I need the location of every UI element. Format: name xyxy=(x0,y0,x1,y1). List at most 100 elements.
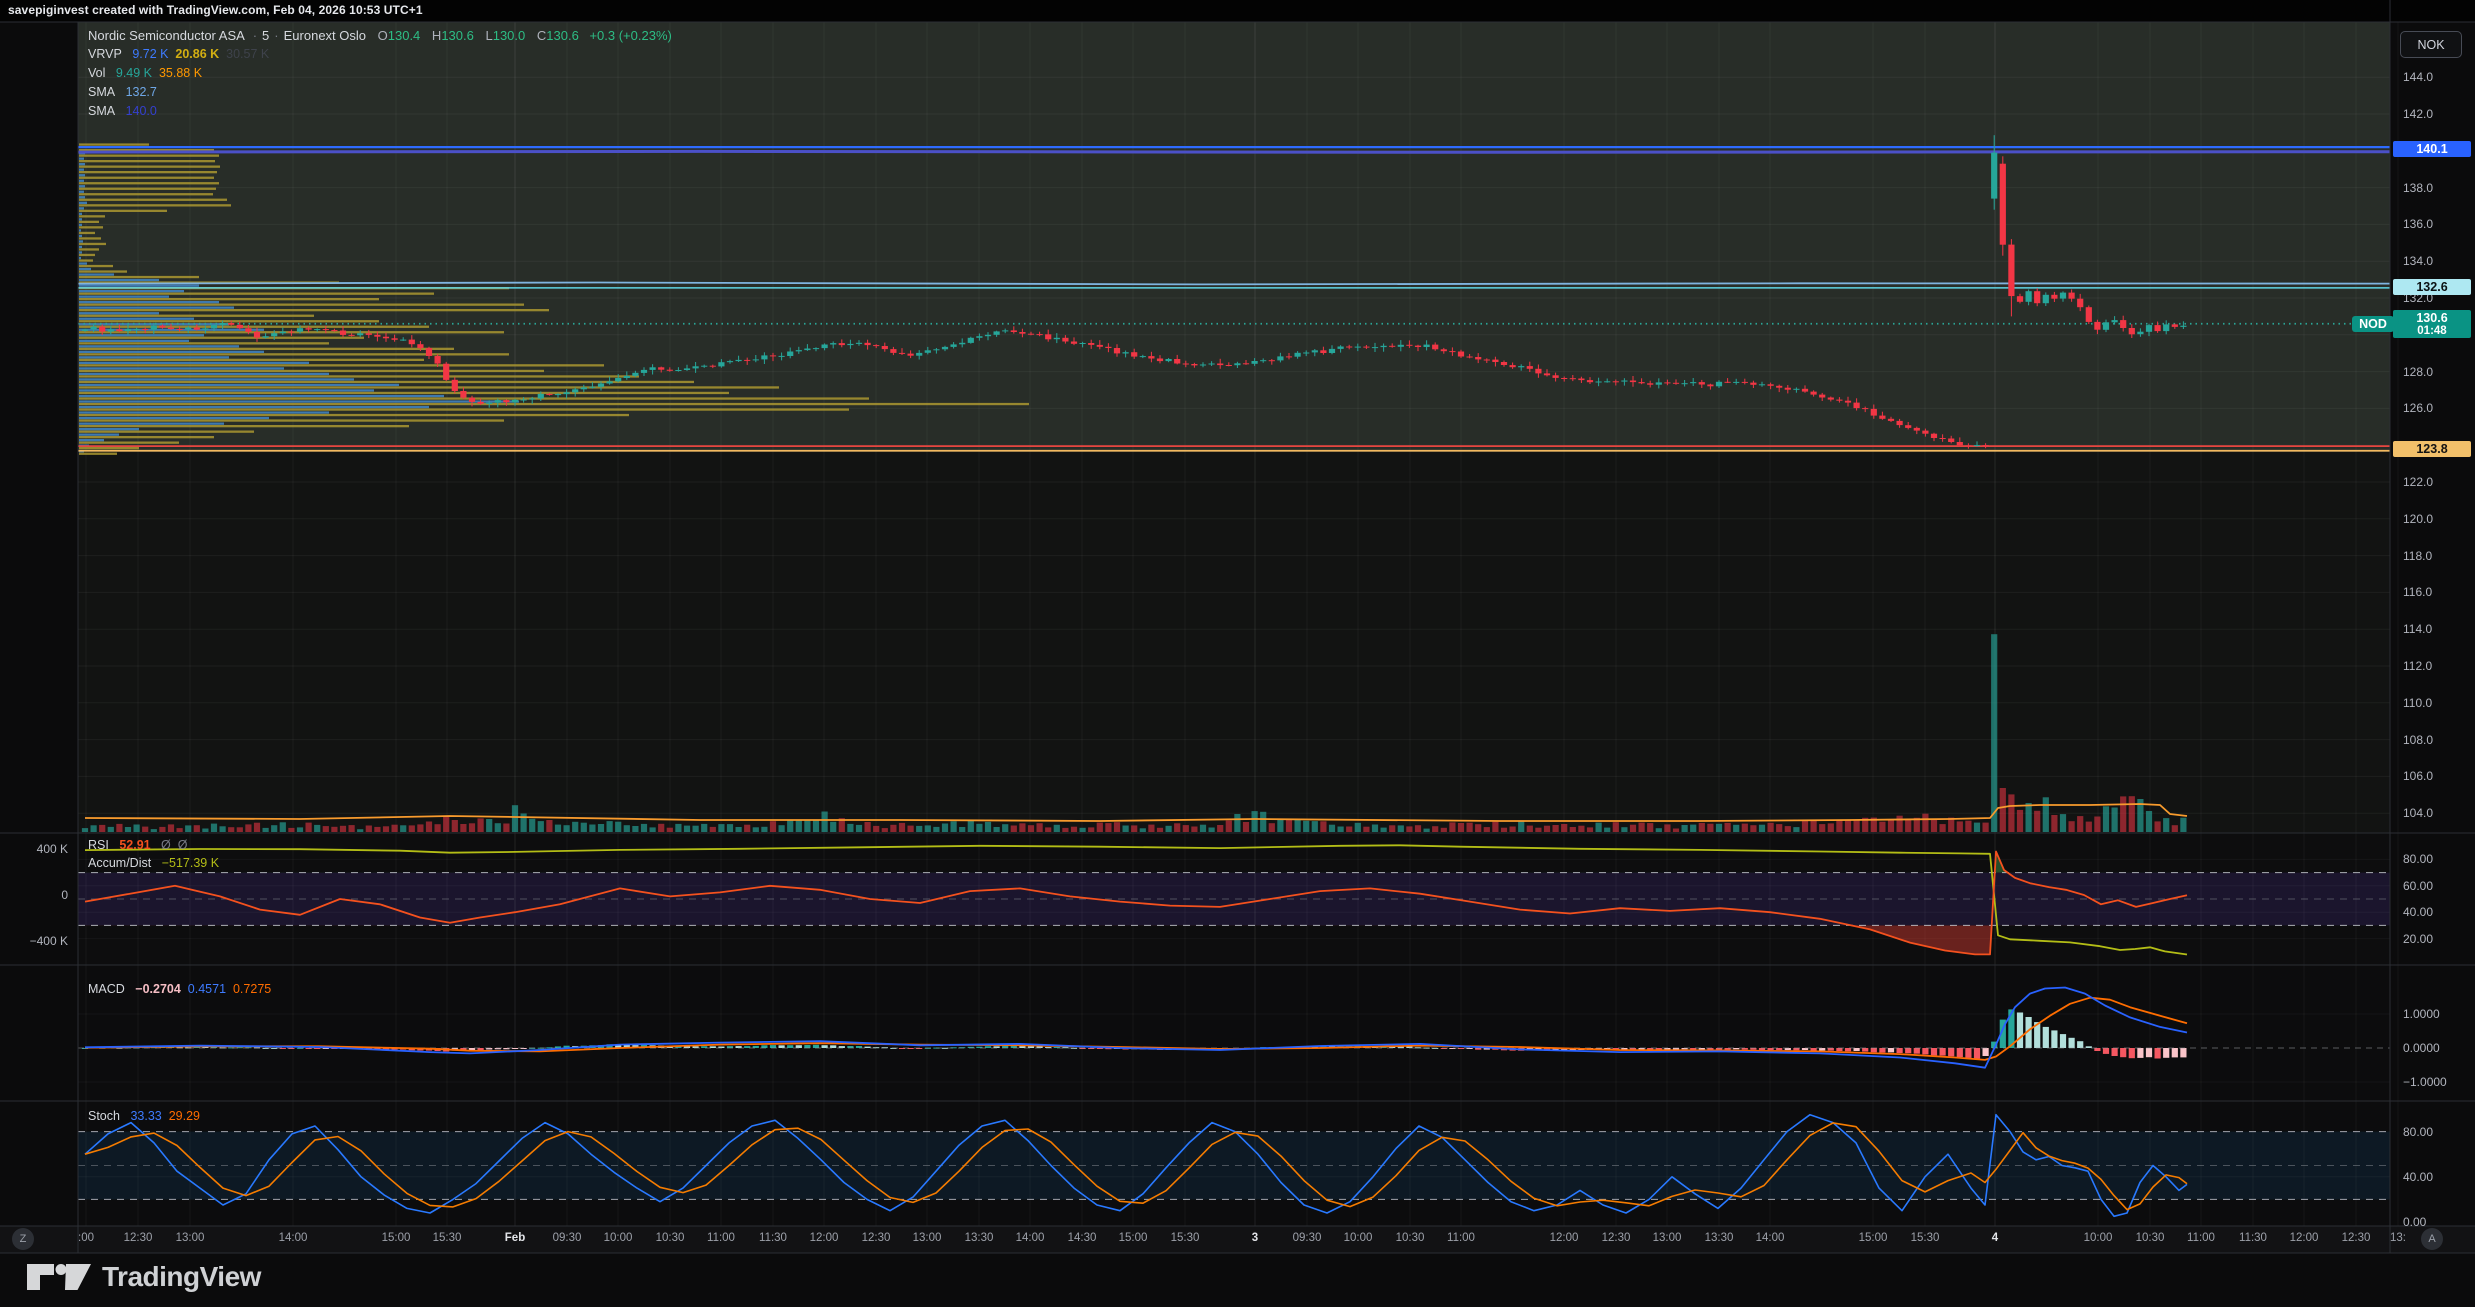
legend-macd[interactable]: MACD −0.2704 0.4571 0.7275 xyxy=(88,982,272,996)
legend-block: Nordic Semiconductor ASA · 5 · Euronext Osl… xyxy=(88,26,672,121)
price-tick: 114.0 xyxy=(2403,622,2433,637)
price-tick: 104.0 xyxy=(2403,806,2434,821)
price-tick: 142.0 xyxy=(2403,107,2434,121)
time-label: 11:00 xyxy=(2187,1232,2215,1244)
time-label: 14:00 xyxy=(1015,1232,1045,1244)
time-label: 14:00 xyxy=(1755,1232,1785,1244)
time-label: 10:00 xyxy=(1343,1232,1373,1244)
price-tick: 118.0 xyxy=(2403,548,2433,563)
time-axis[interactable]: :00 12:30 13:00 14:00 15:00 15:30 Feb 09:30 10:0… xyxy=(0,1226,2475,1253)
timezone-button[interactable]: Z xyxy=(12,1228,34,1250)
time-label: 15:30 xyxy=(432,1232,462,1244)
time-label: 14:30 xyxy=(1067,1232,1097,1244)
time-label: 10:30 xyxy=(2135,1232,2165,1244)
ohlc-change: +0.3 (+0.23%) xyxy=(589,28,672,43)
tradingview-logo-icon xyxy=(27,1264,91,1290)
legend-volume[interactable]: Vol 9.49 K 35.88 K xyxy=(88,66,203,80)
ohlc-low: 130.0 xyxy=(492,28,526,43)
price-tick: 110.0 xyxy=(2403,695,2433,710)
legend-accum-dist[interactable]: Accum/Dist −517.39 K xyxy=(88,856,220,870)
time-label: 15:30 xyxy=(1170,1232,1200,1244)
price-tick: 126.0 xyxy=(2403,401,2434,416)
rsi-tick: 60.00 xyxy=(2403,878,2434,893)
last-price-badge: 130.6 01:48 xyxy=(2393,309,2471,338)
time-label: 11:30 xyxy=(759,1232,787,1244)
symbol-interval: 5 xyxy=(262,28,270,43)
time-label: 12:30 xyxy=(123,1232,153,1244)
ohlc-close: 130.6 xyxy=(546,28,579,43)
time-label: 15:00 xyxy=(1118,1232,1148,1244)
symbol-price-tag: NOD xyxy=(2352,315,2394,332)
time-label-day: 4 xyxy=(1991,1232,1999,1244)
time-label: 13:30 xyxy=(964,1232,994,1244)
time-label: 13: xyxy=(2390,1232,2406,1244)
macd-tick: 1.0000 xyxy=(2403,1007,2440,1021)
time-label: 09:30 xyxy=(552,1232,582,1244)
price-tick: 120.0 xyxy=(2403,511,2434,526)
time-label: :00 xyxy=(78,1232,94,1244)
time-label: 11:00 xyxy=(707,1232,735,1244)
stoch-tick: 0.00 xyxy=(2403,1215,2427,1229)
accum-dist-tick: 0 xyxy=(61,888,68,902)
time-label: 10:30 xyxy=(655,1232,685,1244)
price-tick: 138.0 xyxy=(2403,180,2434,195)
tradingview-logo[interactable]: TradingView xyxy=(26,1260,261,1294)
legend-stoch[interactable]: Stoch 33.33 29.29 xyxy=(88,1109,200,1123)
accum-dist-tick: −400 K xyxy=(29,934,68,948)
time-label: 13:00 xyxy=(175,1232,205,1244)
legend-rsi[interactable]: RSI 52.91 Ø Ø xyxy=(88,838,188,852)
price-level-badge-132: 132.6 xyxy=(2393,278,2471,295)
price-tick: 144.0 xyxy=(2403,70,2434,85)
symbol-name: Nordic Semiconductor ASA xyxy=(88,28,245,43)
time-label: 12:00 xyxy=(809,1232,839,1244)
time-label: 15:00 xyxy=(1858,1232,1888,1244)
time-label: 15:00 xyxy=(381,1232,411,1244)
autoscale-button[interactable]: A xyxy=(2421,1228,2443,1250)
rsi-tick: 20.00 xyxy=(2403,931,2434,946)
symbol-exchange: Euronext Oslo xyxy=(283,28,366,43)
time-label-day: Feb xyxy=(504,1232,526,1244)
stoch-tick: 40.00 xyxy=(2403,1169,2434,1184)
time-label: 13:00 xyxy=(912,1232,942,1244)
price-tick: 122.0 xyxy=(2403,475,2434,489)
time-label: 15:30 xyxy=(1910,1232,1940,1244)
price-axis[interactable]: 144.0 142.0 138.0 136.0 134.0 132.0 128.0 126.0… xyxy=(2391,0,2475,1253)
price-tick: 108.0 xyxy=(2403,732,2434,747)
time-label: 12:30 xyxy=(1601,1232,1631,1244)
time-label: 14:00 xyxy=(278,1232,308,1244)
rsi-tick: 80.00 xyxy=(2403,852,2434,867)
bar-countdown: 01:48 xyxy=(2417,324,2447,337)
rsi-tick: 40.00 xyxy=(2403,905,2434,920)
time-label: 10:00 xyxy=(603,1232,633,1244)
time-label: 11:30 xyxy=(2239,1232,2267,1244)
price-tick: 112.0 xyxy=(2403,659,2433,673)
time-label: 12:30 xyxy=(861,1232,891,1244)
price-tick: 116.0 xyxy=(2403,585,2433,600)
time-label: 12:00 xyxy=(1549,1232,1579,1244)
left-scale[interactable]: 400 K 0 −400 K xyxy=(0,0,74,1253)
ohlc-open: 130.4 xyxy=(387,28,421,43)
price-level-badge-140: 140.1 xyxy=(2393,140,2471,157)
legend-sma-2[interactable]: SMA 140.0 xyxy=(88,104,157,118)
price-tick: 134.0 xyxy=(2403,254,2434,269)
legend-sma-1[interactable]: SMA 132.7 xyxy=(88,85,157,99)
time-label: 13:30 xyxy=(1704,1232,1734,1244)
accum-dist-tick: 400 K xyxy=(36,842,68,856)
time-label-day: 3 xyxy=(1251,1232,1259,1244)
legend-vrvp[interactable]: VRVP 9.72 K 20.86 K 30.57 K xyxy=(88,47,270,61)
currency-button[interactable]: NOK xyxy=(2400,31,2462,58)
symbol-legend[interactable]: Nordic Semiconductor ASA · 5 · Euronext Osl… xyxy=(88,28,672,43)
price-level-badge-123: 123.8 xyxy=(2393,440,2471,457)
macd-tick: 0.0000 xyxy=(2403,1041,2440,1055)
time-label: 12:30 xyxy=(2341,1232,2371,1244)
time-label: 12:00 xyxy=(2289,1232,2319,1244)
time-label: 09:30 xyxy=(1292,1232,1322,1244)
stoch-tick: 80.00 xyxy=(2403,1124,2434,1139)
ohlc-high: 130.6 xyxy=(441,28,474,43)
price-tick: 128.0 xyxy=(2403,364,2434,379)
time-label: 11:00 xyxy=(1447,1232,1475,1244)
macd-tick: −1.0000 xyxy=(2403,1075,2447,1089)
time-label: 10:30 xyxy=(1395,1232,1425,1244)
header-credit: savepiginvest created with TradingView.c… xyxy=(8,3,423,17)
